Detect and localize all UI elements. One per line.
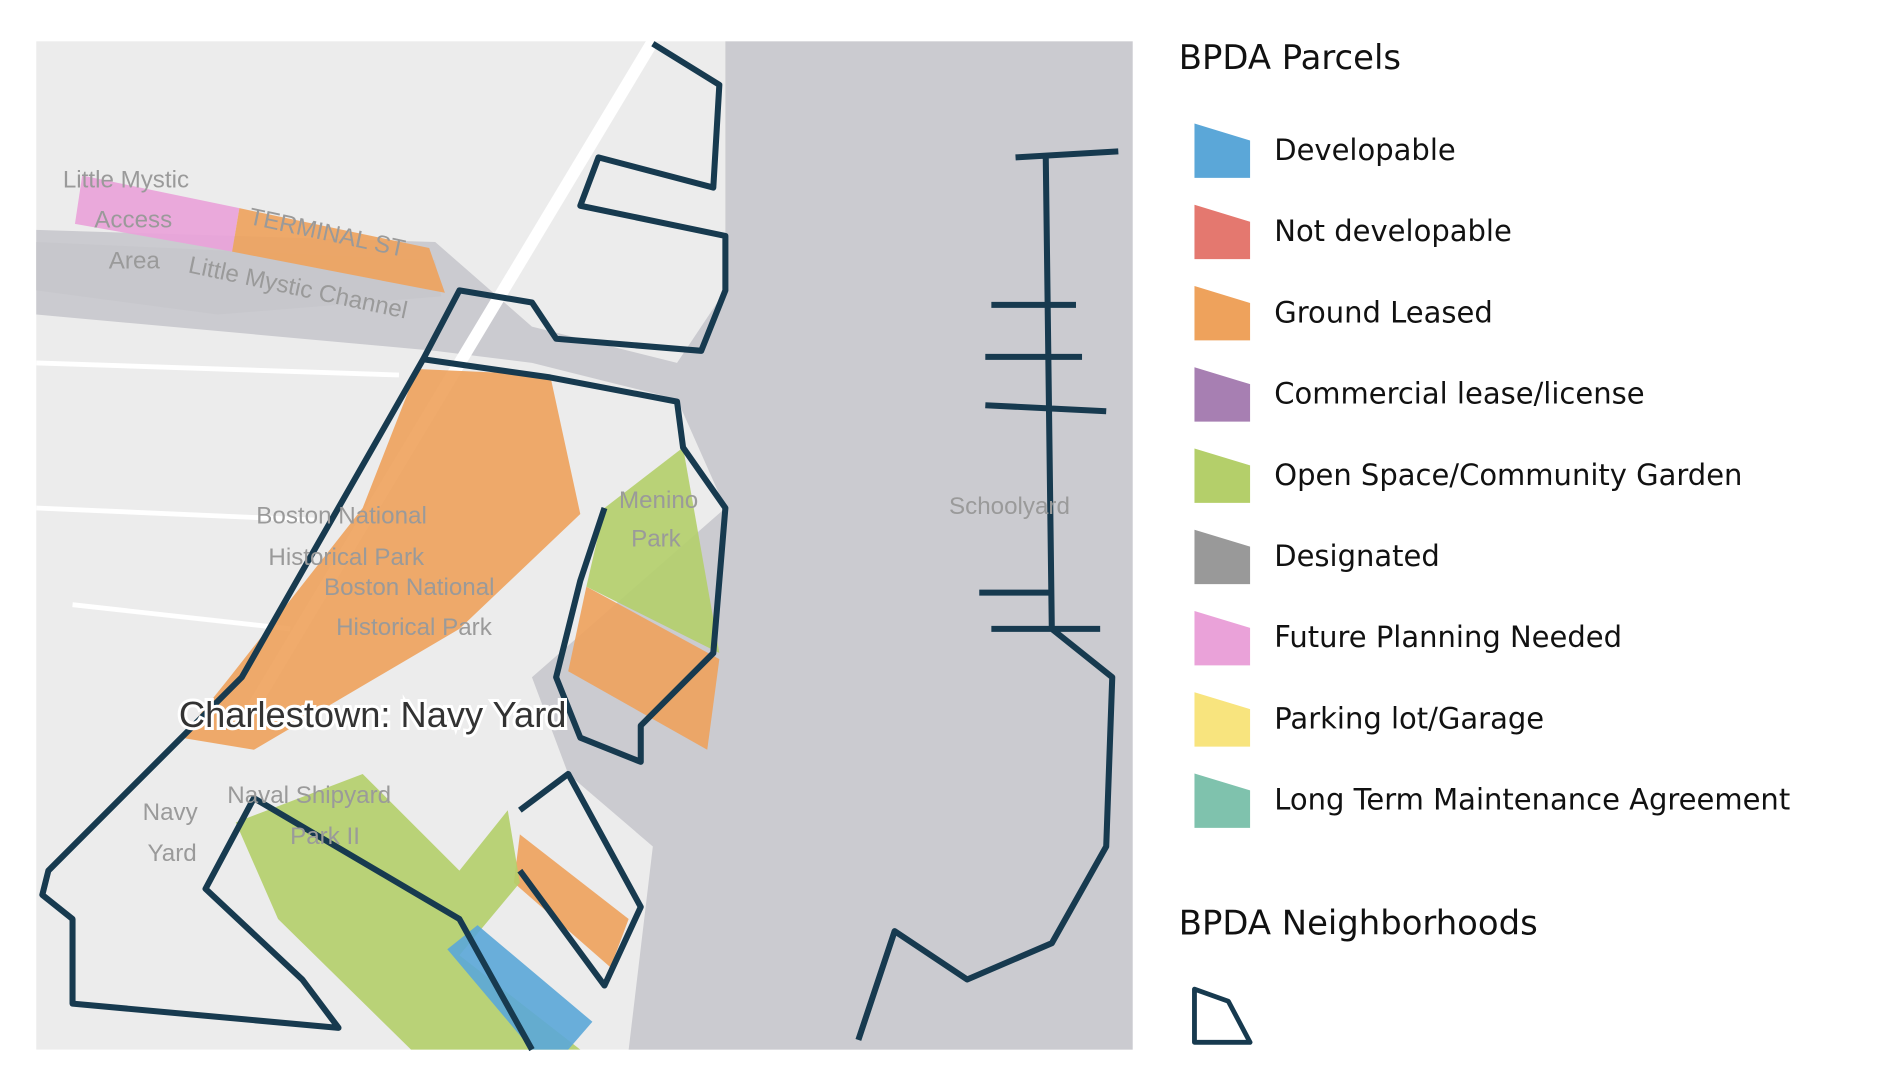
map-label: Boston National [324, 574, 495, 601]
parcel [181, 368, 581, 750]
map-label: Historical Park [268, 544, 425, 571]
legend-title: BPDA Parcels [1179, 38, 1401, 77]
map-label: Park II [290, 823, 360, 850]
legend-label: Parking lot/Garage [1274, 702, 1544, 736]
map-label: Naval Shipyard [227, 782, 391, 809]
map-label: Little Mystic [63, 167, 189, 194]
map-label: Access [94, 207, 172, 234]
legend-swatch [1194, 610, 1251, 666]
map-label: Boston National [256, 503, 427, 530]
legend-label: Future Planning Needed [1274, 620, 1622, 654]
neighborhood-boundary [39, 41, 1119, 1052]
neighborhood-label: Charlestown: Navy Yard [179, 694, 567, 735]
legend-swatch [1194, 123, 1251, 178]
legend-swatch [1194, 773, 1251, 828]
legend: BPDA Parcels BPDA Neighborhoods Developa… [1179, 38, 1790, 1045]
legend-title: BPDA Neighborhoods [1179, 904, 1538, 943]
legend-swatch [1194, 692, 1251, 747]
map-label: Yard [147, 840, 196, 867]
parcel [232, 208, 445, 293]
map-label: Historical Park [336, 614, 493, 641]
map-label: Area [109, 248, 161, 275]
road [36, 360, 400, 632]
legend-label: Ground Leased [1274, 295, 1493, 329]
legend-label: Commercial lease/license [1274, 377, 1644, 411]
legend-label: Developable [1274, 133, 1455, 167]
legend-swatch [1194, 448, 1251, 503]
legend-label: Long Term Maintenance Agreement [1274, 783, 1790, 817]
legend-swatch [1194, 529, 1251, 585]
map-label: Menino [619, 487, 698, 514]
legend-panel [1132, 0, 1886, 1074]
map-label: Schoolyard [949, 493, 1070, 520]
legend-label: Open Space/Community Garden [1274, 458, 1742, 492]
legend-swatch [1194, 286, 1251, 341]
map-labels: Little Mystic Access Area TERMINAL ST Li… [63, 167, 1070, 867]
parcel [586, 447, 720, 654]
map-label: Navy [143, 799, 199, 826]
legend-label: Designated [1274, 539, 1440, 573]
parcel [513, 834, 629, 968]
legend-swatch [1194, 204, 1251, 260]
parcel [74, 175, 240, 252]
parcel [568, 586, 720, 750]
legend-swatch [1194, 367, 1251, 422]
parcel [235, 773, 581, 1050]
neighborhood-swatch [1192, 986, 1253, 1045]
parcel [447, 925, 593, 1050]
map-label: Park [631, 526, 682, 553]
legend-label: Not developable [1274, 214, 1512, 248]
